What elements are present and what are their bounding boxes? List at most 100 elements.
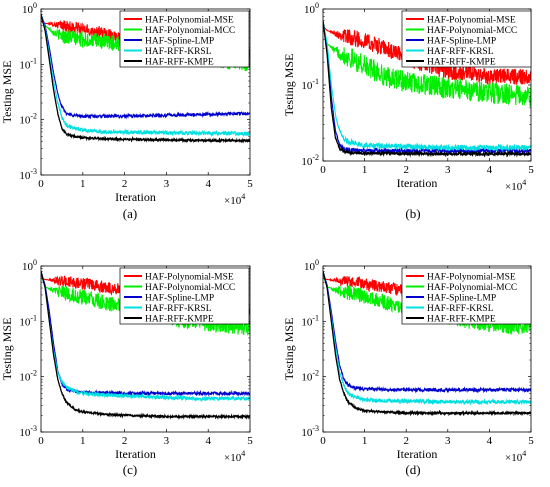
legend-entry: HAF-Polynomial-MSE (145, 273, 234, 283)
axes-box (40, 265, 251, 433)
legend-entry: HAF-RFF-KRSL (145, 304, 212, 314)
series-line-haf-rff-kmpe (41, 271, 250, 420)
legend-entry: HAF-Polynomial-MCC (427, 26, 517, 36)
x-axis-label: Iteration (397, 176, 438, 190)
y-tick-label: 10-1 (301, 77, 319, 92)
series-line-haf-rff-krsl (323, 271, 531, 406)
series-line-haf-rff-krsl (323, 20, 531, 153)
y-tick-label: 100 (22, 258, 37, 273)
y-tick-label: 10-3 (19, 424, 37, 439)
x-tick-label: 4 (205, 435, 211, 447)
legend-entry: HAF-Polynomial-MSE (427, 16, 516, 26)
y-axis-label: Testing MSE (282, 318, 296, 381)
x-exponent-label: ×104 (224, 192, 245, 207)
x-tick-label: 0 (38, 435, 44, 447)
x-exponent-label: ×104 (505, 449, 526, 464)
chart-panel-2: 0 1 2 3 4 5 10-2 10-1 100 Iteration Testing MSE ×10… (282, 1, 534, 221)
legend-entry: HAF-Spline-LMP (427, 294, 496, 304)
legend-entry: HAF-Polynomial-MSE (427, 273, 516, 283)
chart-panel-4: 0 1 2 3 4 5 10-3 10-2 10-1 100 Iteration Testing MS… (282, 258, 534, 477)
x-tick-label: 3 (164, 435, 170, 447)
legend-entry: HAF-Polynomial-MCC (145, 283, 235, 293)
legend-entry: HAF-Polynomial-MCC (427, 283, 517, 293)
x-exponent-label: ×104 (505, 178, 526, 193)
y-tick-label: 10-2 (301, 153, 319, 168)
legend-entry: HAF-RFF-KMPE (427, 58, 496, 68)
legend: HAF-Polynomial-MSEHAF-Polynomial-MCCHAF-… (119, 267, 250, 325)
series-line-haf-rff-kmpe (323, 20, 531, 158)
x-tick-label: 2 (122, 435, 128, 447)
axes-box (40, 8, 251, 176)
axes-box (322, 265, 532, 433)
x-tick-label: 1 (362, 164, 368, 176)
y-tick-label: 10-2 (19, 369, 37, 384)
legend-entry: HAF-RFF-KRSL (145, 47, 212, 57)
y-axis-label: Testing MSE (282, 54, 296, 117)
chart-panel-1: 0 1 2 3 4 5 10-3 10-2 10-1 100 Iteration Testing MS… (0, 1, 253, 221)
y-axis-label: Testing MSE (0, 61, 14, 124)
x-axis-label: Iteration (115, 447, 156, 461)
legend-entry: HAF-RFF-KMPE (427, 315, 496, 325)
x-tick-label: 1 (362, 435, 368, 447)
x-tick-label: 4 (205, 178, 211, 190)
legend: HAF-Polynomial-MSEHAF-Polynomial-MCCHAF-… (401, 267, 532, 325)
series-line-haf-rff-kmpe (323, 271, 531, 417)
legend-entry: HAF-Spline-LMP (427, 37, 496, 47)
chart-panel-3: 0 1 2 3 4 5 10-3 10-2 10-1 100 Iteration Testing MS… (0, 258, 253, 477)
x-tick-label: 2 (122, 178, 128, 190)
x-tick-label: 5 (247, 435, 253, 447)
x-tick-label: 0 (38, 178, 44, 190)
panel-caption: (a) (123, 206, 137, 221)
y-axis-label: Testing MSE (0, 318, 14, 381)
panel-caption: (b) (405, 206, 420, 221)
x-axis-label: Iteration (397, 447, 438, 461)
legend-entry: HAF-RFF-KRSL (427, 304, 494, 314)
series-line-haf-rff-krsl (41, 14, 250, 138)
y-tick-label: 10-2 (301, 369, 319, 384)
y-tick-label: 10-2 (19, 112, 37, 127)
y-tick-label: 100 (304, 258, 319, 273)
series-line-haf-rff-krsl (41, 271, 250, 403)
x-tick-label: 5 (528, 164, 534, 176)
x-tick-label: 3 (445, 435, 451, 447)
x-tick-label: 0 (320, 435, 326, 447)
y-tick-label: 10-3 (19, 167, 37, 182)
panel-caption: (c) (123, 462, 137, 477)
x-tick-label: 4 (487, 435, 493, 447)
y-tick-label: 100 (22, 1, 37, 16)
legend-entry: HAF-Spline-LMP (145, 294, 214, 304)
series-lines (41, 271, 250, 420)
x-tick-label: 3 (445, 164, 451, 176)
legend: HAF-Polynomial-MSEHAF-Polynomial-MCCHAF-… (401, 10, 532, 68)
series-line-haf-polynomial-mse (323, 25, 531, 85)
series-line-haf-rff-kmpe (41, 14, 250, 144)
series-line-haf-spline-lmp (41, 14, 250, 120)
y-tick-label: 100 (304, 1, 319, 16)
x-tick-label: 4 (487, 164, 493, 176)
series-line-haf-polynomial-mcc (323, 25, 531, 107)
y-tick-label: 10-1 (301, 313, 319, 328)
legend-entry: HAF-Polynomial-MSE (145, 16, 234, 26)
series-line-haf-spline-lmp (323, 271, 531, 394)
legend-entry: HAF-RFF-KRSL (427, 47, 494, 57)
x-tick-label: 2 (403, 164, 409, 176)
x-tick-label: 0 (320, 164, 326, 176)
legend: HAF-Polynomial-MSEHAF-Polynomial-MCCHAF-… (119, 10, 250, 68)
legend-entry: HAF-Spline-LMP (145, 37, 214, 47)
y-tick-label: 10-1 (19, 313, 37, 328)
x-tick-label: 1 (80, 435, 86, 447)
legend-entry: HAF-Polynomial-MCC (145, 26, 235, 36)
x-tick-label: 5 (247, 178, 253, 190)
x-tick-label: 1 (80, 178, 86, 190)
x-tick-label: 5 (528, 435, 534, 447)
x-exponent-label: ×104 (224, 449, 245, 464)
legend-entry: HAF-RFF-KMPE (145, 58, 214, 68)
y-tick-label: 10-1 (19, 56, 37, 71)
legend-entry: HAF-RFF-KMPE (145, 315, 214, 325)
y-tick-label: 10-3 (301, 424, 319, 439)
series-lines (323, 20, 531, 158)
x-tick-label: 3 (164, 178, 170, 190)
x-axis-label: Iteration (115, 190, 156, 204)
